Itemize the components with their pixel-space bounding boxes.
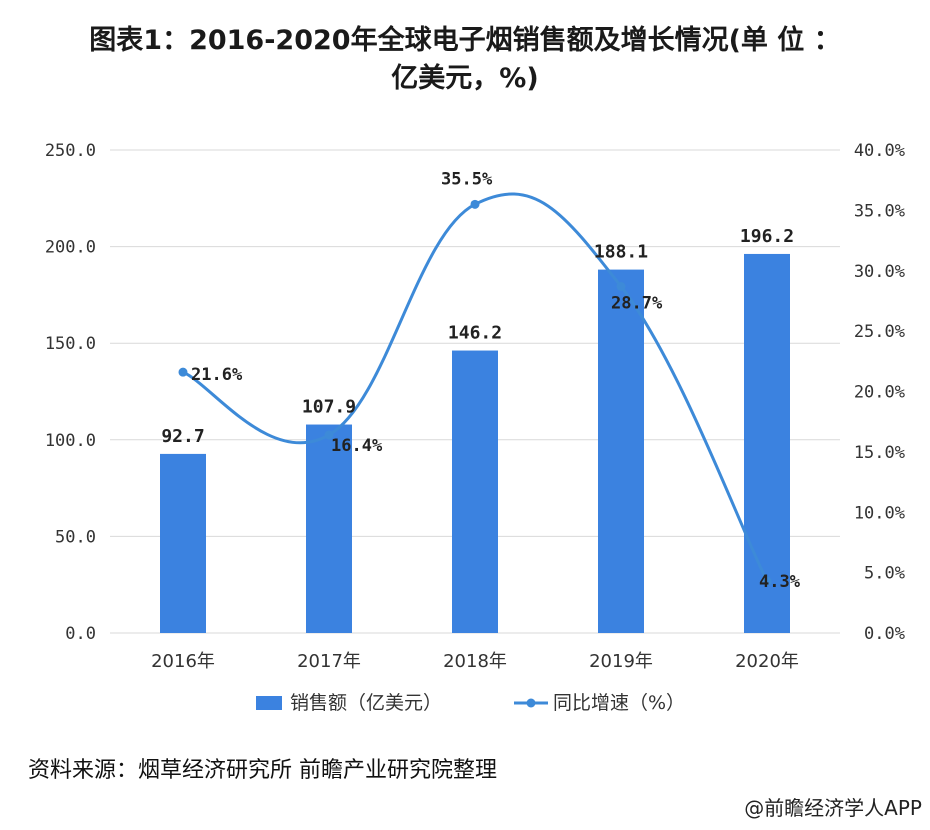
source-note: 资料来源：烟草经济研究所 前瞻产业研究院整理 bbox=[28, 758, 497, 783]
right-axis-tick-label: 15.0% bbox=[854, 443, 905, 463]
line-value-label: 28.7% bbox=[611, 293, 663, 313]
credit-note: @前瞻经济学人APP bbox=[744, 796, 922, 820]
x-axis-tick-label: 2016年 bbox=[151, 651, 215, 672]
right-axis-tick-label: 5.0% bbox=[864, 564, 905, 584]
bar-value-label: 188.1 bbox=[594, 242, 648, 263]
left-axis-tick-label: 200.0 bbox=[45, 238, 96, 258]
left-axis-ticks: 0.0 50.0 100.0 150.0 200.0 250.0 bbox=[45, 141, 96, 644]
x-axis-tick-label: 2019年 bbox=[589, 651, 653, 672]
line-point bbox=[616, 281, 626, 291]
right-axis-tick-label: 35.0% bbox=[854, 201, 905, 221]
legend-bar-swatch bbox=[256, 696, 282, 710]
right-axis-tick-label: 40.0% bbox=[854, 141, 905, 161]
legend: 销售额（亿美元） 同比增速（%） bbox=[256, 692, 685, 714]
line-series bbox=[178, 192, 772, 586]
left-axis-tick-label: 100.0 bbox=[45, 431, 96, 451]
left-axis-tick-label: 250.0 bbox=[45, 141, 96, 161]
bar bbox=[452, 350, 498, 633]
line-point bbox=[762, 576, 772, 586]
legend-bar-label: 销售额（亿美元） bbox=[290, 692, 442, 714]
bar-value-label: 146.2 bbox=[448, 323, 502, 344]
chart-title-line1: 图表1：2016-2020年全球电子烟销售额及增长情况(单 位 ： bbox=[89, 25, 841, 56]
right-axis-tick-label: 25.0% bbox=[854, 322, 905, 342]
x-axis-tick-label: 2017年 bbox=[297, 651, 361, 672]
right-axis-tick-label: 0.0% bbox=[864, 624, 905, 644]
bar-value-label: 92.7 bbox=[161, 426, 204, 447]
bar-value-label: 196.2 bbox=[740, 226, 794, 247]
line-value-label: 16.4% bbox=[331, 436, 383, 456]
x-axis-tick-label: 2018年 bbox=[443, 651, 507, 672]
bar bbox=[744, 253, 790, 634]
right-axis-ticks: 0.0% 5.0% 10.0% 15.0% 20.0% 25.0% 30.0% 35.0% 40… bbox=[854, 141, 905, 644]
left-axis-tick-label: 150.0 bbox=[45, 334, 96, 354]
data-labels: 92.7 107.9 146.2 188.1 196.2 21.6% 16.4% 35.5% 2… bbox=[161, 169, 800, 592]
line-point bbox=[324, 430, 334, 440]
line-point bbox=[470, 199, 480, 209]
legend-line-marker bbox=[526, 698, 536, 708]
line-value-label: 21.6% bbox=[191, 365, 243, 385]
right-axis-tick-label: 10.0% bbox=[854, 503, 905, 523]
left-axis-tick-label: 0.0 bbox=[65, 624, 96, 644]
line-point bbox=[178, 367, 188, 377]
chart-title-line2: 亿美元，%) bbox=[391, 63, 539, 94]
left-axis-tick-label: 50.0 bbox=[55, 527, 96, 547]
line-value-label: 4.3% bbox=[759, 572, 801, 592]
x-axis-ticks: 2016年 2017年 2018年 2019年 2020年 bbox=[151, 651, 799, 672]
bar-value-label: 107.9 bbox=[302, 397, 356, 418]
right-axis-tick-label: 20.0% bbox=[854, 383, 905, 403]
bar-series bbox=[160, 253, 790, 634]
right-axis-tick-label: 30.0% bbox=[854, 262, 905, 282]
line-value-label: 35.5% bbox=[441, 169, 493, 189]
legend-line-label: 同比增速（%） bbox=[553, 692, 685, 714]
bar bbox=[306, 424, 352, 633]
bar bbox=[598, 269, 644, 633]
bar bbox=[160, 453, 206, 633]
x-axis-tick-label: 2020年 bbox=[735, 651, 799, 672]
chart-title: 图表1：2016-2020年全球电子烟销售额及增长情况(单 位 ： 亿美元，%) bbox=[0, 22, 930, 98]
